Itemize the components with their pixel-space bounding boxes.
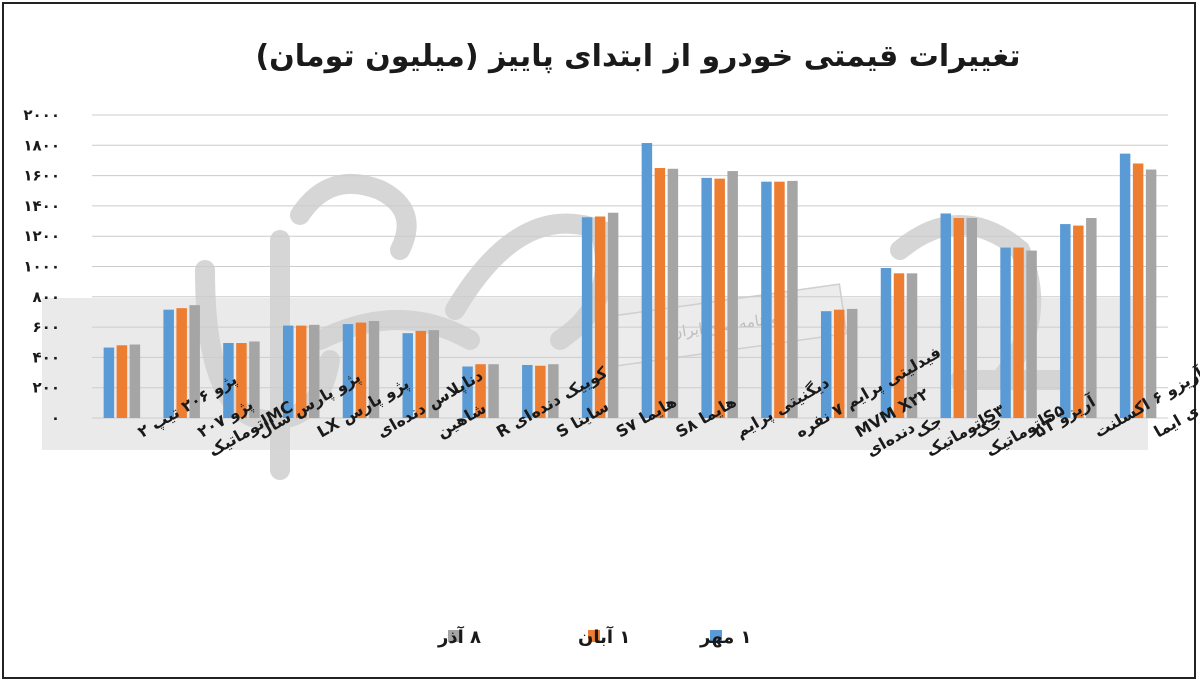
y-tick-label: ۱۸۰۰ bbox=[23, 136, 60, 154]
y-tick-label: ۱۴۰۰ bbox=[23, 197, 60, 215]
y-tick-label: ۶۰۰ bbox=[33, 318, 60, 336]
bar bbox=[893, 273, 905, 418]
bar bbox=[966, 218, 978, 418]
bar bbox=[223, 343, 234, 418]
bar bbox=[176, 308, 187, 418]
bar bbox=[581, 217, 593, 418]
bar bbox=[402, 333, 414, 418]
bar bbox=[1000, 247, 1011, 418]
y-tick-label: ۲۰۰۰ bbox=[23, 106, 60, 124]
bar bbox=[535, 365, 546, 418]
bar bbox=[594, 216, 606, 418]
bar bbox=[761, 181, 772, 418]
bar bbox=[295, 325, 307, 418]
bar bbox=[236, 343, 247, 418]
bar bbox=[116, 345, 128, 418]
bar bbox=[428, 330, 440, 418]
y-tick-label: ۰ bbox=[51, 409, 60, 427]
bars bbox=[103, 143, 1157, 418]
y-tick-label: ۸۰۰ bbox=[33, 288, 60, 306]
bar bbox=[462, 366, 473, 418]
bar bbox=[415, 330, 427, 418]
legend-label: ۸ آذر bbox=[437, 625, 481, 648]
bar bbox=[308, 324, 320, 418]
bar bbox=[1145, 169, 1157, 418]
bar bbox=[880, 268, 892, 418]
bar bbox=[1119, 153, 1131, 418]
gridlines bbox=[92, 114, 1168, 419]
bar bbox=[654, 168, 666, 418]
legend: ۱ مهر ۱ آبان ۸ آذر bbox=[437, 625, 752, 648]
bar bbox=[1060, 224, 1071, 418]
bar bbox=[282, 325, 294, 418]
bar bbox=[667, 168, 679, 418]
bar bbox=[641, 143, 653, 418]
bar bbox=[1132, 163, 1144, 418]
bar bbox=[953, 218, 965, 418]
bar bbox=[833, 309, 845, 418]
y-axis-ticks: ۰ ۲۰۰ ۴۰۰ ۶۰۰ ۸۰۰ ۱۰۰۰ ۱۲۰۰ ۱۴۰۰ ۱۶۰۰ ۱۸۰۰ ۲۰۰۰ bbox=[23, 106, 60, 427]
bar bbox=[787, 180, 798, 418]
bar bbox=[774, 181, 785, 418]
bar bbox=[249, 341, 260, 418]
bar bbox=[355, 322, 367, 418]
legend-label: ۱ آبان bbox=[578, 625, 630, 648]
bar bbox=[820, 311, 832, 418]
bar bbox=[846, 308, 858, 418]
bar bbox=[1073, 225, 1084, 418]
bar bbox=[368, 321, 380, 418]
y-tick-label: ۲۰۰ bbox=[33, 379, 60, 397]
chart-title: تغییرات قیمتی خودرو از ابتدای پاییز (میل… bbox=[255, 39, 1020, 74]
bar bbox=[488, 364, 499, 418]
bar bbox=[129, 344, 141, 418]
bar bbox=[548, 364, 559, 418]
bar bbox=[1026, 250, 1037, 418]
bar bbox=[475, 364, 486, 418]
bar bbox=[103, 347, 115, 418]
y-tick-label: ۱۲۰۰ bbox=[23, 227, 60, 245]
bar bbox=[342, 324, 354, 418]
bar bbox=[1086, 218, 1097, 418]
bar bbox=[940, 213, 952, 418]
bar bbox=[189, 305, 200, 418]
bar bbox=[701, 177, 712, 418]
legend-swatch bbox=[588, 630, 600, 642]
bar bbox=[727, 171, 738, 418]
legend-label: ۱ مهر bbox=[699, 627, 752, 648]
y-tick-label: ۱۰۰۰ bbox=[23, 258, 60, 276]
legend-swatch bbox=[710, 630, 722, 642]
bar bbox=[607, 212, 619, 418]
bar bbox=[522, 364, 533, 418]
bar bbox=[163, 309, 174, 418]
y-tick-label: ۴۰۰ bbox=[33, 348, 60, 366]
bar bbox=[1013, 247, 1024, 418]
legend-swatch bbox=[448, 630, 460, 642]
y-tick-label: ۱۶۰۰ bbox=[23, 167, 60, 185]
bar bbox=[906, 273, 918, 418]
bar bbox=[714, 178, 725, 418]
